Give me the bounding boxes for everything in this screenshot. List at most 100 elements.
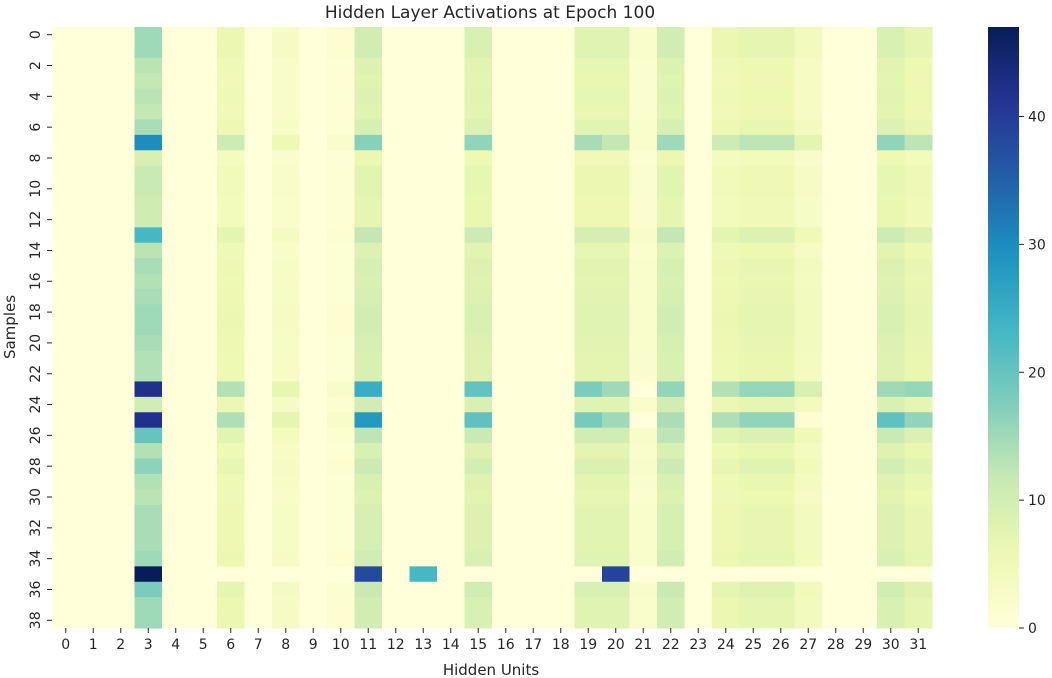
heatmap-cell	[657, 211, 685, 228]
heatmap-cell	[272, 27, 300, 43]
heatmap-cell	[712, 242, 740, 259]
heatmap-cell	[437, 227, 465, 244]
heatmap-cell	[822, 319, 850, 336]
heatmap-cell	[767, 104, 795, 120]
heatmap-cell	[437, 242, 465, 259]
heatmap-cell	[382, 381, 410, 398]
heatmap-cell	[684, 150, 713, 167]
heatmap-cell	[767, 412, 795, 429]
heatmap-cell	[547, 134, 575, 151]
heatmap-cell	[684, 242, 713, 259]
heatmap-cell	[272, 104, 300, 120]
heatmap-cell	[244, 57, 273, 74]
heatmap-cell	[437, 57, 465, 74]
heatmap-cell	[904, 396, 933, 413]
heatmap-cell	[822, 366, 850, 382]
heatmap-cell	[464, 443, 493, 459]
heatmap-cell	[437, 181, 465, 198]
heatmap-cell	[767, 350, 795, 367]
heatmap-cell	[547, 196, 575, 213]
heatmap-cell	[492, 550, 520, 567]
heatmap-cell	[849, 473, 878, 490]
heatmap-cell	[354, 42, 383, 59]
heatmap-cell	[354, 443, 383, 459]
heatmap-cell	[739, 489, 768, 506]
heatmap-cell	[492, 119, 520, 136]
heatmap-cell	[629, 73, 658, 90]
heatmap-cell	[629, 443, 658, 459]
heatmap-cell	[657, 319, 685, 336]
heatmap-cell	[822, 396, 850, 413]
heatmap-cell	[904, 227, 933, 244]
heatmap-cell	[519, 304, 548, 321]
heatmap-cell	[877, 104, 905, 120]
heatmap-cell	[849, 104, 878, 120]
heatmap-cell	[409, 150, 438, 167]
heatmap-cell	[437, 504, 465, 521]
heatmap-cell	[904, 42, 933, 59]
heatmap-cell	[794, 150, 823, 167]
heatmap-cell	[822, 134, 850, 151]
heatmap-cell	[822, 443, 850, 459]
heatmap-cell	[519, 150, 548, 167]
heatmap-cell	[739, 150, 768, 167]
heatmap-cell	[217, 350, 245, 367]
heatmap-cell	[767, 381, 795, 398]
heatmap-cell	[382, 73, 410, 90]
heatmap-cell	[327, 42, 355, 59]
heatmap-cell	[629, 165, 658, 182]
heatmap-cell	[107, 42, 135, 59]
heatmap-cell	[712, 427, 740, 444]
heatmap-cell	[217, 211, 245, 228]
heatmap-cell	[107, 57, 135, 74]
heatmap-cell	[767, 273, 795, 290]
heatmap-cell	[684, 396, 713, 413]
heatmap-cell	[904, 504, 933, 521]
heatmap-cell	[794, 443, 823, 459]
heatmap-cell	[52, 88, 80, 105]
heatmap-cell	[382, 581, 410, 598]
heatmap-cell	[382, 227, 410, 244]
heatmap-cell	[629, 319, 658, 336]
x-tick-label: 8	[281, 637, 290, 653]
heatmap-cell	[877, 535, 905, 552]
colorbar-tick-label: 0	[1028, 621, 1037, 637]
heatmap-cell	[547, 165, 575, 182]
heatmap-cell	[162, 104, 190, 120]
heatmap-cell	[382, 134, 410, 151]
heatmap-cell	[904, 242, 933, 259]
heatmap-cell	[134, 597, 163, 614]
heatmap-cell	[354, 119, 383, 136]
heatmap-cell	[437, 550, 465, 567]
heatmap-cell	[299, 288, 328, 305]
x-tick-label: 2	[116, 637, 125, 653]
heatmap-cell	[327, 581, 355, 598]
heatmap-cell	[354, 134, 383, 151]
heatmap-cell	[409, 366, 438, 382]
y-tick-label: 22	[28, 365, 44, 383]
heatmap-cell	[107, 597, 135, 614]
x-tick-label: 14	[442, 637, 460, 653]
heatmap-cell	[547, 566, 575, 583]
heatmap-cell	[629, 597, 658, 614]
heatmap-cell	[162, 150, 190, 167]
heatmap-cell	[162, 181, 190, 198]
heatmap-cell	[354, 165, 383, 182]
heatmap-cell	[189, 581, 218, 598]
heatmap-cell	[712, 88, 740, 105]
heatmap-cell	[162, 489, 190, 506]
heatmap-cell	[712, 273, 740, 290]
heatmap-cell	[437, 304, 465, 321]
heatmap-cell	[134, 27, 163, 43]
heatmap-cell	[877, 335, 905, 352]
heatmap-cell	[217, 335, 245, 352]
heatmap-cell	[877, 504, 905, 521]
heatmap-cell	[629, 535, 658, 552]
heatmap-cell	[767, 196, 795, 213]
heatmap-cell	[519, 227, 548, 244]
heatmap-cell	[602, 104, 630, 120]
heatmap-cell	[492, 504, 520, 521]
heatmap-cell	[217, 73, 245, 90]
heatmap-cell	[354, 535, 383, 552]
